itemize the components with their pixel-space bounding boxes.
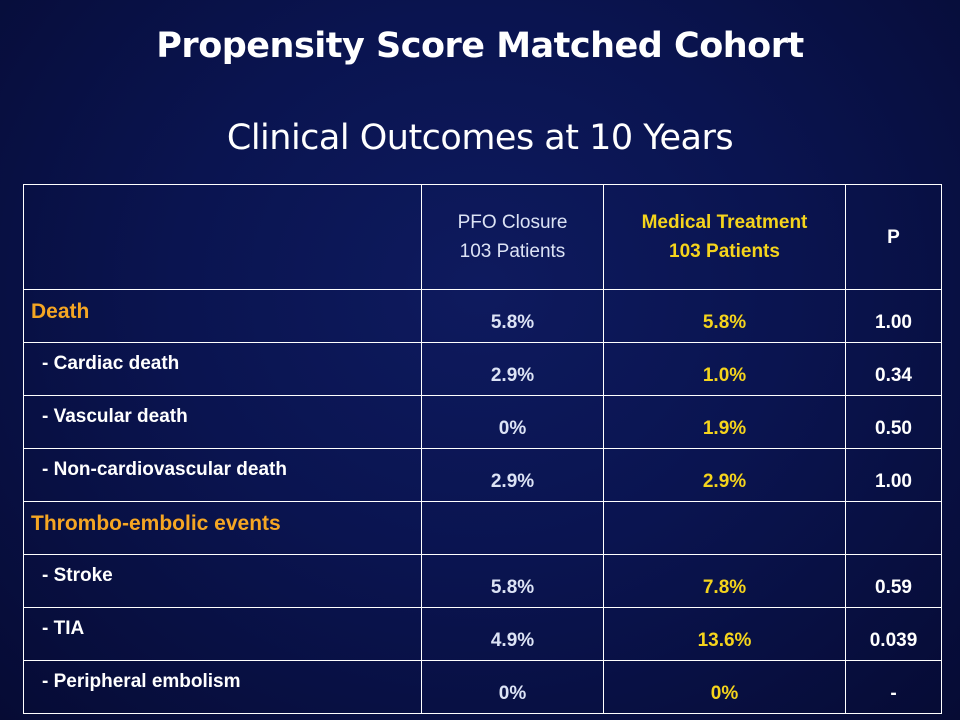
cell-medical: 2.9% <box>603 448 846 502</box>
cell-medical: 7.8% <box>603 554 846 608</box>
header-med-line1: Medical Treatment <box>641 212 808 233</box>
table-row: - Peripheral embolism 0% 0% - <box>23 660 942 714</box>
table-row: - TIA 4.9% 13.6% 0.039 <box>23 607 942 661</box>
row-label-vascular-death: - Vascular death <box>23 395 422 449</box>
cell-p-value: 0.34 <box>845 342 942 396</box>
header-pfo-line2: 103 Patients <box>459 241 566 262</box>
table-header-row: PFO Closure 103 Patients Medical Treatme… <box>23 184 942 290</box>
table-row: - Non-cardiovascular death 2.9% 2.9% 1.0… <box>23 448 942 502</box>
cell-pfo: 2.9% <box>421 342 604 396</box>
table-row: - Vascular death 0% 1.9% 0.50 <box>23 395 942 449</box>
row-label-tia: - TIA <box>23 607 422 661</box>
row-label-peripheral-embolism: - Peripheral embolism <box>23 660 422 714</box>
cell-p-value: 0.50 <box>845 395 942 449</box>
cell-medical <box>603 501 846 555</box>
header-empty-cell <box>23 184 422 290</box>
cell-pfo: 4.9% <box>421 607 604 661</box>
cell-p-value: 1.00 <box>845 448 942 502</box>
row-label-stroke: - Stroke <box>23 554 422 608</box>
cell-pfo: 0% <box>421 660 604 714</box>
cell-pfo <box>421 501 604 555</box>
table-row: Death 5.8% 5.8% 1.00 <box>23 289 942 343</box>
cell-medical: 5.8% <box>603 289 846 343</box>
header-med-line2: 103 Patients <box>669 241 780 262</box>
table-row: - Stroke 5.8% 7.8% 0.59 <box>23 554 942 608</box>
cell-p-value <box>845 501 942 555</box>
header-p-value: P <box>845 184 942 290</box>
cell-pfo: 2.9% <box>421 448 604 502</box>
row-label-death: Death <box>23 289 422 343</box>
table-row: - Cardiac death 2.9% 1.0% 0.34 <box>23 342 942 396</box>
cell-p-value: 1.00 <box>845 289 942 343</box>
cell-pfo: 5.8% <box>421 289 604 343</box>
cell-p-value: - <box>845 660 942 714</box>
row-label-non-cardiovascular-death: - Non-cardiovascular death <box>23 448 422 502</box>
header-pfo-line1: PFO Closure <box>457 212 568 233</box>
cell-medical: 0% <box>603 660 846 714</box>
slide-title: Propensity Score Matched Cohort <box>156 26 804 66</box>
outcomes-table: PFO Closure 103 Patients Medical Treatme… <box>23 184 942 714</box>
cell-medical: 1.9% <box>603 395 846 449</box>
table-row: Thrombo-embolic events <box>23 501 942 555</box>
row-label-cardiac-death: - Cardiac death <box>23 342 422 396</box>
header-medical-treatment: Medical Treatment 103 Patients <box>603 184 846 290</box>
cell-pfo: 5.8% <box>421 554 604 608</box>
header-pfo-closure: PFO Closure 103 Patients <box>421 184 604 290</box>
row-label-thrombo-embolic-events: Thrombo-embolic events <box>23 501 422 555</box>
cell-medical: 13.6% <box>603 607 846 661</box>
cell-p-value: 0.039 <box>845 607 942 661</box>
cell-pfo: 0% <box>421 395 604 449</box>
cell-p-value: 0.59 <box>845 554 942 608</box>
slide-subtitle: Clinical Outcomes at 10 Years <box>226 118 734 158</box>
cell-medical: 1.0% <box>603 342 846 396</box>
